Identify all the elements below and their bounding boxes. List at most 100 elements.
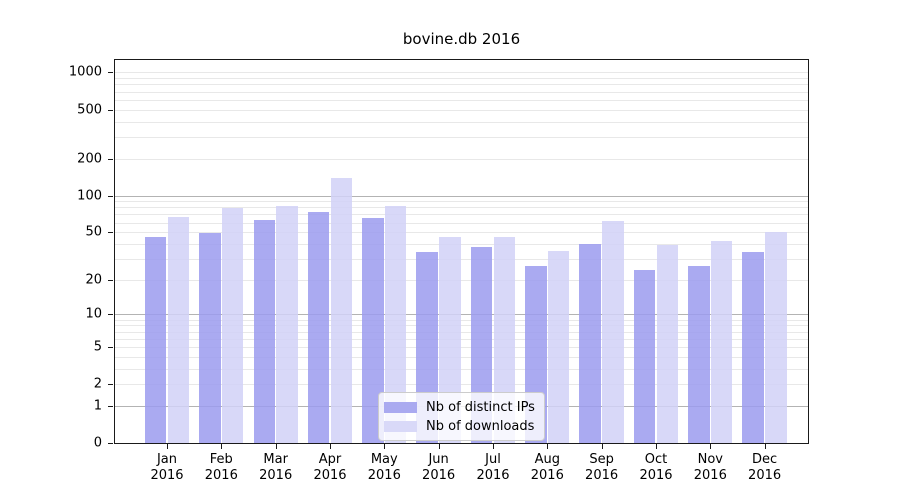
bar-distinct-ips-may: [362, 217, 384, 443]
y-tick-mark: [108, 314, 113, 316]
x-tick-mark: [656, 444, 657, 449]
y-tick-label: 50: [85, 224, 102, 240]
x-tick-mark: [221, 444, 223, 449]
y-tick-mark: [108, 405, 113, 407]
gridline-minor: [115, 368, 808, 370]
bar-distinct-ips-nov: [688, 266, 710, 443]
x-tick-year: 2016: [367, 468, 401, 483]
x-tick-month: Jan: [156, 452, 178, 467]
x-tick-label: Apr 2016: [298, 452, 362, 484]
bar-distinct-ips-sep: [579, 243, 602, 443]
x-tick-month: Nov: [697, 452, 723, 467]
x-tick-year: 2016: [150, 468, 184, 483]
x-tick-mark: [330, 444, 331, 449]
legend-swatch-distinct-ips: [384, 402, 417, 413]
y-tick-mark: [108, 158, 113, 160]
gridline-minor: [115, 338, 808, 340]
legend-label-downloads: Nb of downloads: [426, 419, 535, 434]
bar-downloads-aug: [547, 250, 570, 443]
gridline-minor: [115, 84, 808, 86]
x-tick-month: Apr: [318, 452, 342, 467]
x-tick-year: 2016: [259, 468, 293, 483]
x-tick-month: Mar: [263, 452, 288, 467]
gridline-minor: [115, 319, 808, 321]
x-tick-label: Nov 2016: [678, 452, 742, 484]
bars-layer: [115, 60, 808, 443]
y-tick-mark: [108, 279, 113, 281]
y-tick-label: 100: [77, 188, 102, 203]
x-tick-month: Aug: [534, 452, 560, 467]
x-tick-mark: [547, 444, 549, 449]
x-tick-year: 2016: [748, 468, 782, 483]
y-tick-label: 1000: [68, 64, 102, 80]
x-tick-year: 2016: [693, 468, 727, 483]
x-tick-month: Feb: [209, 452, 233, 467]
y-tick-mark: [108, 384, 113, 386]
x-tick-year: 2016: [476, 468, 510, 483]
gridline-major: [115, 314, 808, 316]
legend-entry-downloads: Nb of downloads: [384, 417, 538, 436]
legend-label-distinct-ips: Nb of distinct IPs: [426, 400, 535, 415]
x-tick-mark: [601, 444, 603, 449]
y-tick-label: 5: [93, 339, 102, 355]
chart-title: bovine.db 2016: [402, 30, 521, 48]
gridline-minor: [115, 99, 808, 101]
gridline-minor: [115, 121, 808, 123]
bar-distinct-ips-jan: [144, 236, 167, 443]
y-tick-mark: [108, 443, 113, 444]
bar-downloads-jul: [493, 236, 516, 443]
bar-downloads-mar: [276, 206, 298, 443]
x-tick-year: 2016: [639, 468, 673, 483]
y-tick-mark: [108, 346, 113, 348]
gridline-minor: [115, 356, 808, 358]
y-tick-label: 1: [93, 398, 102, 414]
bar-downloads-apr: [330, 177, 353, 443]
x-tick-month: Dec: [752, 452, 778, 467]
y-tick-label: 20: [85, 272, 102, 288]
x-tick-month: Oct: [644, 452, 668, 467]
y-tick-mark: [108, 109, 113, 111]
x-tick-year: 2016: [422, 468, 456, 483]
gridline-minor: [115, 78, 808, 80]
x-tick-mark: [764, 444, 766, 449]
gridline-minor: [115, 109, 808, 111]
x-tick-label: Jun 2016: [407, 452, 471, 484]
gridline-minor: [115, 258, 808, 260]
x-tick-month: Jul: [485, 452, 501, 467]
gridline-minor: [115, 72, 808, 74]
legend-entry-distinct-ips: Nb of distinct IPs: [384, 398, 538, 417]
x-tick-mark: [167, 444, 168, 449]
x-tick-year: 2016: [530, 468, 564, 483]
x-tick-label: Sep 2016: [570, 452, 634, 484]
x-tick-month: May: [370, 452, 398, 467]
x-tick-mark: [275, 444, 277, 449]
gridline-minor: [115, 279, 808, 281]
gridline-minor: [115, 214, 808, 216]
bar-distinct-ips-apr: [307, 212, 330, 443]
y-tick-label: 200: [77, 151, 102, 167]
x-tick-year: 2016: [313, 468, 347, 483]
gridline-major: [115, 195, 808, 197]
gridline-minor: [115, 331, 808, 333]
x-tick-month: Jun: [428, 452, 449, 467]
x-tick-mark: [493, 444, 494, 449]
y-tick-label: 2: [93, 376, 102, 392]
y-tick-mark: [108, 195, 113, 197]
y-tick-label: 0: [93, 435, 102, 451]
gridline-minor: [115, 232, 808, 234]
x-tick-label: Jul 2016: [461, 452, 525, 484]
y-tick-mark: [108, 232, 113, 234]
legend: Nb of distinct IPs Nb of downloads: [378, 392, 545, 441]
x-tick-month: Sep: [589, 452, 614, 467]
bar-distinct-ips-feb: [199, 233, 221, 443]
x-tick-label: Mar 2016: [244, 452, 308, 484]
legend-swatch-downloads: [384, 421, 417, 432]
gridline-minor: [115, 136, 808, 138]
gridline-minor: [115, 201, 808, 203]
y-tick-mark: [108, 72, 113, 74]
bar-distinct-ips-oct: [633, 270, 656, 443]
bar-downloads-oct: [656, 245, 679, 443]
bar-downloads-jan: [167, 216, 190, 443]
x-tick-mark: [438, 444, 440, 449]
